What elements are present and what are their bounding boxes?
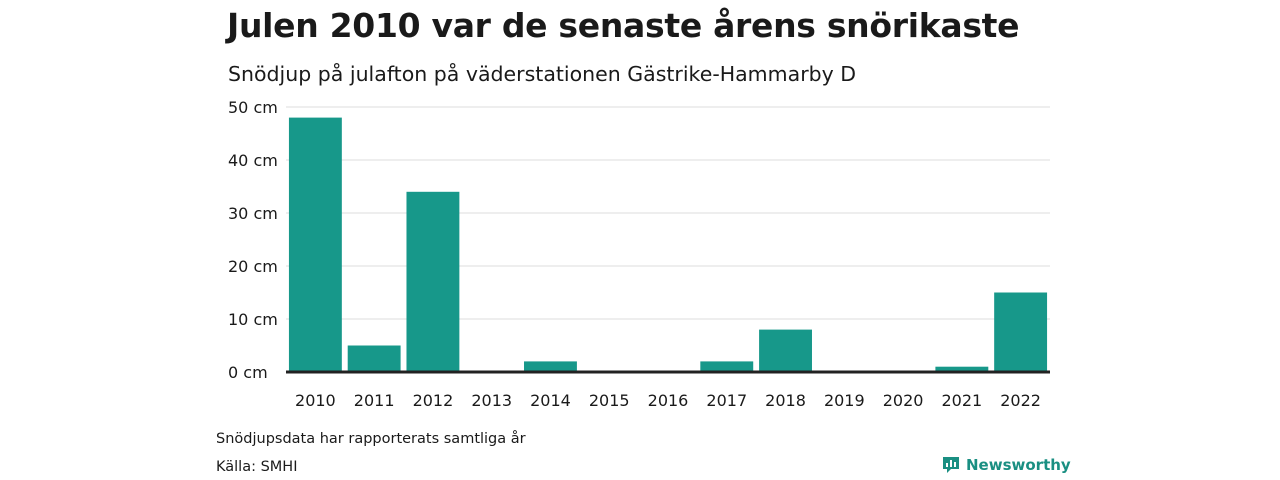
x-tick-label: 2022 (1000, 391, 1041, 410)
y-axis-ticks: 0 cm 10 cm 20 cm 30 cm 40 cm 50 cm (228, 98, 278, 382)
y-tick-label: 50 cm (228, 98, 278, 117)
x-tick-label: 2016 (648, 391, 689, 410)
y-tick-label: 0 cm (228, 363, 268, 382)
bar-2014 (524, 361, 577, 372)
newsworthy-logo-icon (943, 457, 959, 473)
x-tick-label: 2019 (824, 391, 865, 410)
x-tick-label: 2018 (765, 391, 806, 410)
chart-title: Julen 2010 var de senaste årens snörikas… (227, 6, 1020, 45)
bar-2021 (935, 366, 989, 372)
x-tick-label: 2015 (589, 391, 630, 410)
x-tick-label: 2017 (706, 391, 747, 410)
bar-2017 (700, 361, 754, 372)
chart-subtitle: Snödjup på julafton på väderstationen Gä… (228, 62, 857, 86)
x-tick-label: 2012 (413, 391, 454, 410)
y-tick-label: 30 cm (228, 204, 278, 223)
y-tick-label: 20 cm (228, 257, 278, 276)
grid-lines (286, 106, 1050, 320)
data-note: Snödjupsdata har rapporterats samtliga å… (216, 431, 526, 447)
y-tick-label: 40 cm (228, 151, 278, 170)
brand-name: Newsworthy (966, 456, 1071, 474)
x-tick-label: 2013 (471, 391, 512, 410)
x-tick-label: 2011 (354, 391, 395, 410)
x-axis-ticks: 2010 2011 2012 2013 2014 2015 2016 2017 2018 2019… (295, 391, 1041, 410)
x-tick-label: 2014 (530, 391, 571, 410)
bar-2012 (406, 191, 460, 372)
x-tick-label: 2020 (883, 391, 924, 410)
x-tick-label: 2010 (295, 391, 336, 410)
bar-2011 (347, 345, 401, 372)
newsworthy-logo[interactable]: Newsworthy (942, 456, 1071, 474)
source-credit: Källa: SMHI (216, 459, 298, 475)
bars (288, 117, 1048, 372)
y-tick-label: 10 cm (228, 310, 278, 329)
x-tick-label: 2021 (941, 391, 982, 410)
bar-2022 (994, 292, 1048, 372)
bar-2010 (288, 117, 342, 372)
bar-2018 (759, 329, 812, 372)
